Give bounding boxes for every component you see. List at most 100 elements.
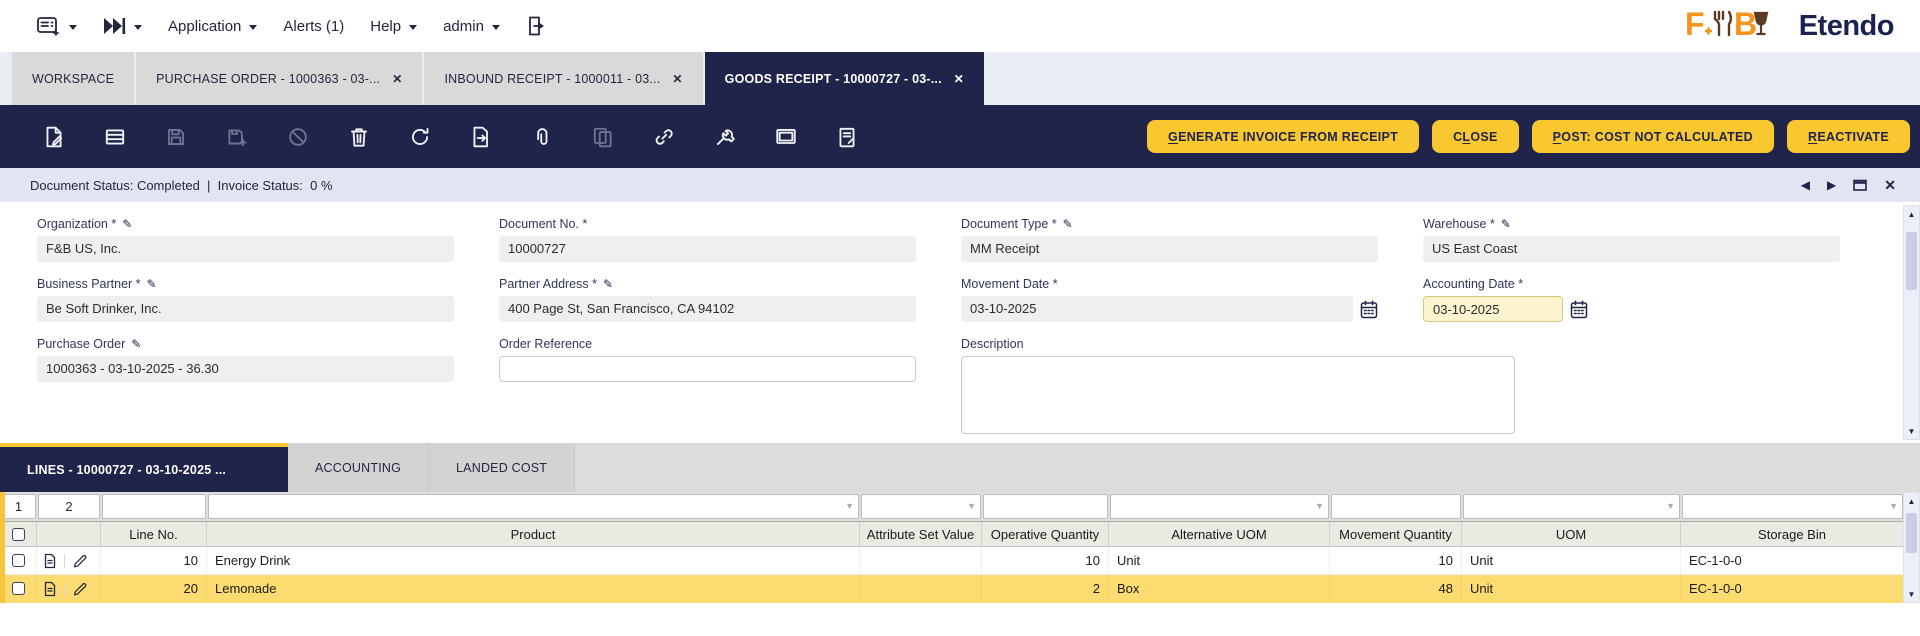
col-header-storage-bin[interactable]: Storage Bin bbox=[1681, 522, 1904, 546]
window-tab[interactable]: GOODS RECEIPT - 10000727 - 03-... ✕ bbox=[704, 52, 985, 105]
filter-line-no[interactable] bbox=[102, 494, 206, 519]
child-tab-lines[interactable]: LINES - 10000727 - 03-10-2025 ... bbox=[0, 443, 288, 492]
partner-address-field-value[interactable]: 400 Page St, San Francisco, CA 94102 bbox=[499, 296, 916, 322]
filter-dropdown-icon[interactable]: ▼ bbox=[967, 501, 976, 511]
filter-storage-bin[interactable]: ▼ bbox=[1682, 494, 1903, 519]
purchase-order-field-value[interactable]: 1000363 - 03-10-2025 - 36.30 bbox=[37, 356, 454, 382]
filter-uom[interactable]: ▼ bbox=[1463, 494, 1680, 519]
col-header-attribute-set-value[interactable]: Attribute Set Value bbox=[860, 522, 982, 546]
maximize-icon[interactable] bbox=[1853, 179, 1868, 191]
new-window-icon[interactable] bbox=[774, 125, 798, 149]
refresh-icon[interactable] bbox=[408, 125, 432, 149]
accounting-date-field-input[interactable] bbox=[1423, 296, 1563, 322]
field-label-text: Description bbox=[961, 336, 1024, 351]
table-row[interactable]: 10 Energy Drink 10 Unit 10 Unit EC-1-0-0 bbox=[0, 547, 1920, 575]
fast-forward-button[interactable] bbox=[103, 17, 142, 35]
close-tab-icon[interactable]: ✕ bbox=[672, 71, 683, 86]
row-checkbox[interactable] bbox=[11, 554, 25, 567]
menu-item-application[interactable]: Application bbox=[168, 18, 258, 35]
menu-item-help[interactable]: Help bbox=[370, 17, 418, 35]
frozen-column-number[interactable]: 1 bbox=[1, 494, 36, 519]
view-record-icon[interactable] bbox=[43, 553, 57, 569]
document-no-field-value[interactable]: 10000727 bbox=[499, 236, 916, 262]
scroll-down-icon[interactable]: ▼ bbox=[1907, 589, 1916, 599]
grid-scrollbar[interactable]: ▲ ▼ bbox=[1903, 492, 1920, 603]
calendar-icon[interactable] bbox=[1570, 299, 1588, 319]
export-icon[interactable] bbox=[469, 125, 493, 149]
form-scrollbar[interactable]: ▲ ▼ bbox=[1903, 205, 1920, 440]
scroll-down-icon[interactable]: ▼ bbox=[1907, 426, 1916, 436]
movement-date-field-value[interactable]: 03-10-2025 bbox=[961, 296, 1353, 322]
action-button-generate-invoice-from-receipt[interactable]: G ENERATE INVOICE FROM RECEIPT bbox=[1147, 120, 1420, 153]
filter-dropdown-icon[interactable]: ▼ bbox=[1315, 501, 1324, 511]
delete-icon[interactable] bbox=[347, 125, 371, 149]
col-header-uom[interactable]: UOM bbox=[1462, 522, 1681, 546]
menu-panel-button[interactable] bbox=[36, 14, 77, 38]
scrollbar-thumb[interactable] bbox=[1906, 513, 1917, 553]
action-button-reactivate[interactable]: R EACTIVATE bbox=[1786, 120, 1910, 153]
close-tab-icon[interactable]: ✕ bbox=[953, 71, 965, 86]
attachment-icon[interactable] bbox=[530, 125, 554, 149]
close-view-icon[interactable]: ✕ bbox=[1884, 176, 1896, 193]
next-record-icon[interactable]: ▶ bbox=[1827, 178, 1837, 192]
scroll-up-icon[interactable]: ▲ bbox=[1907, 209, 1916, 219]
previous-record-icon[interactable]: ◀ bbox=[1800, 178, 1811, 192]
organization-field-value[interactable]: F&B US, Inc. bbox=[37, 236, 454, 262]
status-bar: Document Status: Completed | Invoice Sta… bbox=[0, 168, 1920, 202]
menu-item-admin[interactable]: admin bbox=[443, 18, 500, 35]
top-menu-bar: Application Alerts (1) Help admin F B bbox=[0, 0, 1920, 52]
filter-product[interactable]: ▼ bbox=[208, 494, 859, 519]
filter-dropdown-icon[interactable]: ▼ bbox=[845, 501, 854, 511]
child-tab-landed-cost[interactable]: LANDED COST bbox=[429, 443, 576, 492]
col-header-product[interactable]: Product bbox=[207, 522, 860, 546]
select-all-checkbox[interactable] bbox=[11, 527, 25, 541]
child-tab-accounting[interactable]: ACCOUNTING bbox=[288, 443, 430, 492]
filter-alternative-uom[interactable]: ▼ bbox=[1110, 494, 1329, 519]
window-tab[interactable]: PURCHASE ORDER - 1000363 - 03-... ✕ bbox=[136, 52, 423, 105]
col-header-movement-quantity[interactable]: Movement Quantity bbox=[1330, 522, 1462, 546]
col-header-line-no[interactable]: Line No. bbox=[101, 522, 207, 546]
action-button-post-cost-not-calculated[interactable]: P OST: COST NOT CALCULATED bbox=[1531, 120, 1774, 153]
grid-view-icon[interactable] bbox=[103, 125, 127, 149]
filter-dropdown-icon[interactable]: ▼ bbox=[1889, 501, 1898, 511]
document-type-field-value[interactable]: MM Receipt bbox=[961, 236, 1378, 262]
process-icon[interactable] bbox=[713, 125, 737, 149]
undo-icon bbox=[286, 125, 310, 149]
filter-movement-quantity[interactable] bbox=[1331, 494, 1461, 519]
scroll-up-icon[interactable]: ▲ bbox=[1907, 496, 1916, 506]
col-header-alternative-uom[interactable]: Alternative UOM bbox=[1109, 522, 1330, 546]
calendar-icon[interactable] bbox=[1360, 299, 1378, 319]
chevron-down-icon bbox=[134, 24, 142, 30]
frozen-column-number[interactable]: 2 bbox=[38, 494, 100, 519]
row-checkbox[interactable] bbox=[11, 582, 25, 595]
chevron-down-icon bbox=[249, 24, 258, 30]
menu-item-label: Help bbox=[370, 17, 402, 35]
edit-record-icon[interactable] bbox=[72, 553, 88, 569]
warehouse-field-value[interactable]: US East Coast bbox=[1423, 236, 1840, 262]
filter-attribute-set-value[interactable]: ▼ bbox=[861, 494, 981, 519]
save-icon bbox=[164, 125, 188, 149]
window-tab[interactable]: INBOUND RECEIPT - 1000011 - 03... ✕ bbox=[424, 52, 703, 105]
logout-button[interactable] bbox=[526, 15, 548, 37]
table-row[interactable]: 20 Lemonade 2 Box 48 Unit EC-1-0-0 bbox=[0, 575, 1920, 603]
window-tab[interactable]: WORKSPACE bbox=[12, 52, 135, 105]
description-field-input[interactable] bbox=[961, 356, 1515, 434]
menu-item-alerts[interactable]: Alerts (1) bbox=[283, 18, 344, 35]
edit-record-icon[interactable] bbox=[72, 581, 88, 597]
window-tab-bar: WORKSPACE PURCHASE ORDER - 1000363 - 03-.… bbox=[0, 52, 1920, 105]
print-icon[interactable] bbox=[835, 125, 859, 149]
filter-operative-quantity[interactable] bbox=[983, 494, 1108, 519]
close-tab-icon[interactable]: ✕ bbox=[392, 71, 403, 86]
view-record-icon[interactable] bbox=[43, 581, 57, 597]
col-header-operative-quantity[interactable]: Operative Quantity bbox=[982, 522, 1109, 546]
action-button-close[interactable]: C L OSE bbox=[1432, 120, 1519, 153]
scrollbar-thumb[interactable] bbox=[1906, 232, 1917, 290]
menu-item-label: Alerts (1) bbox=[283, 17, 345, 35]
new-record-icon[interactable] bbox=[42, 125, 66, 149]
order-reference-field-input[interactable] bbox=[499, 356, 916, 382]
business-partner-field-value[interactable]: Be Soft Drinker, Inc. bbox=[37, 296, 454, 322]
cell-movement-quantity: 10 bbox=[1330, 547, 1462, 574]
document-status-text: Document Status: Completed | Invoice Sta… bbox=[30, 177, 333, 193]
filter-dropdown-icon[interactable]: ▼ bbox=[1666, 501, 1675, 511]
link-icon[interactable] bbox=[652, 125, 676, 149]
